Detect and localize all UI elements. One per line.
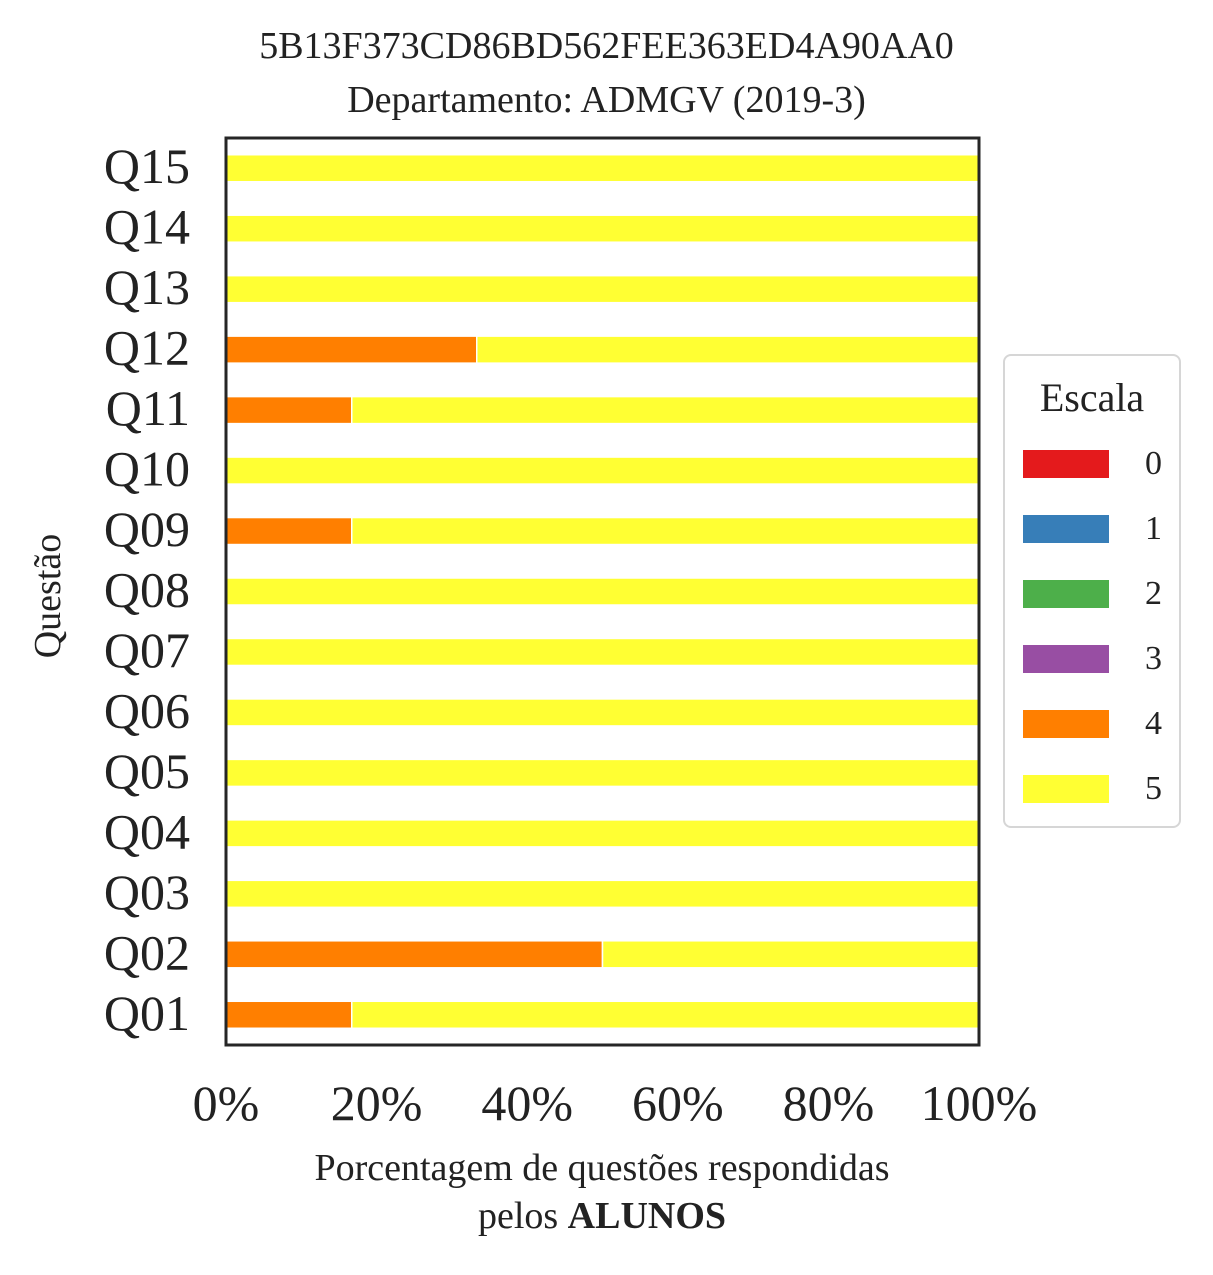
y-tick-label-q08: Q08 (104, 562, 190, 618)
legend-item-2: 2 (1023, 574, 1173, 614)
y-tick-label-q06: Q06 (104, 682, 190, 738)
x-tick-label: 80% (783, 1075, 875, 1131)
chart-title-line1: 5B13F373CD86BD562FEE363ED4A90AA0 (259, 25, 954, 67)
plot-border (224, 136, 981, 1047)
x-axis-label-line1: Porcentagem de questões respondidas (314, 1147, 890, 1189)
bar-q11-scale-5 (351, 395, 980, 425)
legend-swatch (1023, 450, 1109, 478)
bar-q12-scale-5 (475, 335, 980, 364)
legend-item-4: 4 (1023, 704, 1173, 744)
y-tick-label-q04: Q04 (104, 803, 190, 859)
legend-swatch (1023, 645, 1109, 673)
legend-item-5: 5 (1023, 769, 1173, 809)
bar-q12-scale-4 (225, 335, 478, 364)
chart-title-line2: Departamento: ADMGV (2019-3) (347, 79, 866, 121)
legend-item-1: 1 (1023, 509, 1173, 549)
x-tick-label: 40% (481, 1075, 573, 1131)
legend-label: 1 (1145, 510, 1162, 547)
legend-swatch (1023, 775, 1109, 803)
bar-q15-scale-5 (225, 153, 980, 183)
x-tick-label: 100% (921, 1075, 1038, 1131)
legend-label: 3 (1145, 640, 1162, 677)
bar-q14-scale-5 (225, 214, 980, 243)
legend-label: 2 (1145, 575, 1162, 612)
bar-q05-scale-5 (225, 758, 980, 788)
bar-q10-scale-5 (225, 456, 980, 485)
bar-q01-scale-4 (225, 1000, 353, 1030)
x-axis-label-prefix: pelos (477, 1195, 568, 1237)
y-tick-label-q10: Q10 (104, 441, 190, 497)
bar-q06-scale-5 (225, 698, 980, 727)
bar-q13-scale-5 (225, 274, 980, 304)
legend-swatch (1023, 580, 1109, 608)
legend-label: 0 (1145, 445, 1162, 482)
x-tick-label: 60% (632, 1075, 724, 1131)
legend: Escala 0 1 2 3 4 5 (1003, 354, 1181, 828)
y-tick-label-q13: Q13 (104, 259, 190, 315)
y-tick-label-q11: Q11 (106, 380, 190, 436)
x-axis-label-bold: ALUNOS (567, 1195, 727, 1237)
legend-swatch (1023, 515, 1109, 543)
y-axis-label: Questão (27, 533, 69, 659)
y-tick-label-q03: Q03 (104, 864, 190, 920)
legend-label: 5 (1145, 770, 1162, 807)
y-tick-label-q12: Q12 (104, 320, 190, 376)
bar-q02-scale-4 (225, 940, 604, 969)
bar-q09-scale-4 (225, 516, 353, 546)
x-tick-label: 20% (331, 1075, 423, 1131)
legend-title: Escala (1039, 375, 1145, 420)
legend-item-0: 0 (1023, 444, 1173, 484)
x-axis-label-line2: pelos ALUNOS (152, 1194, 1052, 1238)
y-tick-label-q01: Q01 (104, 985, 190, 1041)
bar-q11-scale-4 (225, 395, 353, 425)
y-tick-label-q02: Q02 (104, 924, 190, 980)
y-tick-label-q07: Q07 (104, 622, 190, 678)
bar-q09-scale-5 (351, 516, 980, 546)
y-tick-label-q15: Q15 (104, 138, 190, 194)
y-tick-label-q05: Q05 (104, 743, 190, 799)
legend-swatch (1023, 710, 1109, 738)
bar-q07-scale-5 (225, 637, 980, 667)
y-tick-label-q09: Q09 (104, 501, 190, 557)
legend-item-3: 3 (1023, 639, 1173, 679)
bar-q01-scale-5 (351, 1000, 980, 1030)
y-tick-label-q14: Q14 (104, 199, 190, 255)
bar-q08-scale-5 (225, 577, 980, 606)
bar-q02-scale-5 (601, 940, 980, 969)
x-tick-label: 0% (193, 1075, 260, 1131)
legend-label: 4 (1145, 705, 1162, 742)
bar-q04-scale-5 (225, 819, 980, 848)
bar-q03-scale-5 (225, 879, 980, 909)
